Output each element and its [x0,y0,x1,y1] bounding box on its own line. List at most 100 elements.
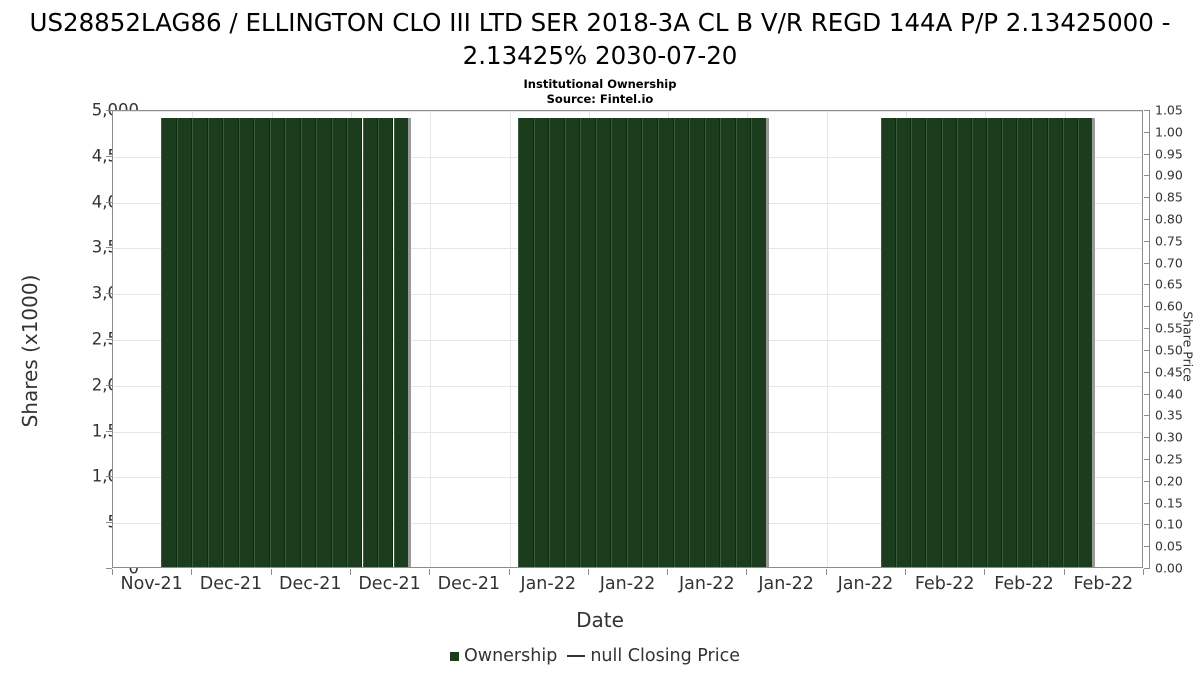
gridline-vertical [509,111,511,567]
bar[interactable] [192,118,208,567]
y-axis-right-tick-label: 0.30 [1155,429,1183,445]
bar[interactable] [626,118,643,567]
bar[interactable] [285,118,301,567]
y-axis-right-tick-mark [1144,175,1150,177]
bar[interactable] [269,118,285,567]
y-axis-right-tick-label: 0.55 [1155,320,1183,336]
title-block: US28852LAG86 / ELLINGTON CLO III LTD SER… [0,6,1200,107]
y-axis-right-tick-mark [1144,437,1150,439]
x-axis-tick-label: Nov-21 [120,574,183,594]
bar[interactable] [735,118,752,567]
y-axis-right-tick-mark [1144,393,1150,395]
y-axis-right-tick-mark [1144,219,1150,221]
gridline-vertical [430,111,432,567]
legend-label-ownership: Ownership [463,646,558,666]
y-axis-left-tick-mark [106,201,112,203]
x-axis-tick-label: Dec-21 [358,574,421,594]
ownership-bars [113,111,1142,567]
x-axis-tick-mark [1063,569,1065,575]
chart-source: Source: Fintel.io [546,92,654,106]
bar[interactable] [751,118,769,567]
y-axis-right-tick-mark [1144,306,1150,308]
legend-item-ownership[interactable]: Ownership [449,646,558,666]
bar[interactable] [1002,118,1018,567]
y-axis-right-tick-mark [1144,524,1150,526]
y-axis-right-tick-label: 0.05 [1155,538,1183,554]
y-axis-right-tick-label: 0.95 [1155,146,1183,162]
x-axis-tick-mark [429,569,431,575]
y-axis-right-tick-label: 0.75 [1155,233,1183,249]
x-axis-tick-label: Dec-21 [279,574,342,594]
bar[interactable] [517,118,534,567]
bar[interactable] [1062,118,1078,567]
y-axis-right-tick-mark [1144,371,1150,373]
bar[interactable] [987,118,1003,567]
x-axis-title: Date [576,608,624,632]
bar[interactable] [720,118,736,567]
bar[interactable] [642,118,659,567]
bar[interactable] [393,118,412,567]
y-axis-right-tick-mark [1144,349,1150,351]
y-axis-right-tick-label: 0.70 [1155,255,1183,271]
x-axis-tick-label: Dec-21 [437,574,501,594]
bar[interactable] [689,118,705,567]
bar[interactable] [316,118,332,567]
bar[interactable] [347,118,363,567]
bar[interactable] [254,118,270,567]
bar[interactable] [941,118,957,567]
bar[interactable] [673,118,690,567]
x-axis-tick-label: Feb-22 [914,574,975,594]
bar[interactable] [1047,118,1063,567]
y-axis-left-tick-mark [106,155,112,157]
y-axis-left-tick-mark [106,522,112,524]
y-axis-right-tick-mark [1144,131,1150,133]
y-axis-left-tick-mark [106,384,112,386]
bar[interactable] [161,118,177,567]
y-axis-right-tick-label: 0.10 [1155,516,1183,532]
bar[interactable] [911,118,927,567]
y-axis-right-tick-label: 0.00 [1155,560,1183,576]
x-axis-tick-mark [905,569,907,575]
bar[interactable] [580,118,596,567]
bar[interactable] [971,118,988,567]
x-axis-tick-mark [270,569,272,575]
bar[interactable] [176,118,193,567]
y-axis-right-tick-label: 0.20 [1155,473,1183,489]
bar[interactable] [223,118,239,567]
bar[interactable] [362,118,378,567]
bar[interactable] [658,118,674,567]
bar[interactable] [926,118,942,567]
bar[interactable] [956,118,972,567]
legend-item-closing-price[interactable]: null Closing Price [567,646,740,666]
bar[interactable] [1077,118,1096,567]
bar[interactable] [880,118,897,567]
bar[interactable] [207,118,224,567]
y-axis-right-tick-label: 0.80 [1155,211,1183,227]
x-axis-tick-label: Jan-22 [837,574,894,594]
y-axis-right-tick-label: 0.65 [1155,276,1183,292]
bar[interactable] [1017,118,1033,567]
y-axis-right-tick-label: 1.00 [1155,124,1183,140]
x-axis-tick-label: Feb-22 [1073,574,1134,594]
bar[interactable] [704,118,721,567]
x-axis-tick-mark [112,569,113,575]
bar[interactable] [564,118,581,567]
chart-title: US28852LAG86 / ELLINGTON CLO III LTD SER… [29,8,1171,70]
bar[interactable] [549,118,565,567]
bar[interactable] [611,118,627,567]
bar[interactable] [331,118,347,567]
bar[interactable] [595,118,612,567]
y-axis-right-tick-mark [1144,240,1150,242]
x-axis-tick-mark [746,569,748,575]
bar[interactable] [1032,118,1048,567]
x-axis-tick-mark [1143,569,1144,575]
y-axis-right-tick-mark [1144,568,1150,569]
bar[interactable] [533,118,550,567]
bar[interactable] [238,118,254,567]
bar[interactable] [300,118,316,567]
bar[interactable] [896,118,912,567]
y-axis-right-tick-mark [1144,415,1150,417]
bar[interactable] [378,118,394,567]
y-axis-left-tick-mark [106,430,112,432]
x-axis-tick-label: Jan-22 [758,574,814,594]
